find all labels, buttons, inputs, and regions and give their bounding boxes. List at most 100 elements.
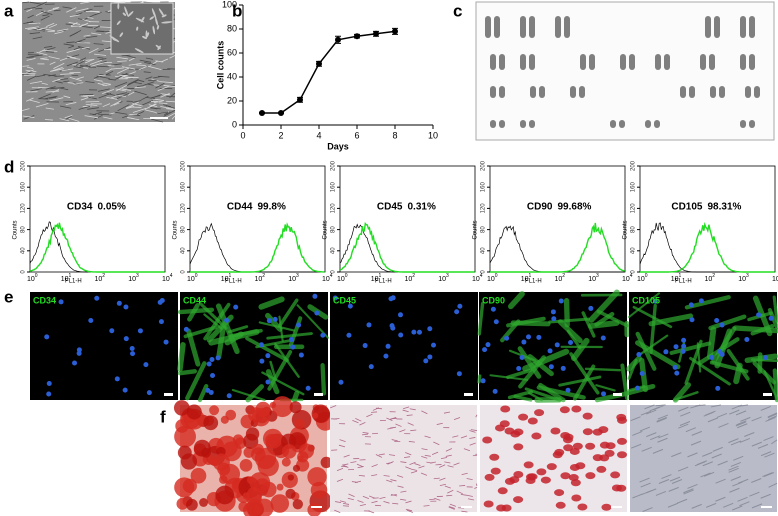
cell <box>707 417 719 423</box>
chromosome <box>485 16 491 38</box>
histogram-curve <box>339 223 475 273</box>
cell <box>383 500 390 504</box>
chromosome <box>579 86 585 98</box>
cell-filament <box>489 374 529 381</box>
cell <box>91 62 104 67</box>
cell <box>739 501 750 507</box>
x-tick-label: 102 <box>255 273 266 283</box>
nucleus <box>431 342 437 348</box>
cell <box>677 466 689 472</box>
tick-exponent: 0 <box>645 273 648 279</box>
cell <box>447 489 454 494</box>
nucleus <box>519 354 525 360</box>
cell <box>737 423 748 429</box>
cell <box>32 36 43 40</box>
cell-filament <box>744 353 778 364</box>
cell <box>716 412 728 418</box>
lipid-cell <box>611 484 622 492</box>
cell <box>390 479 397 482</box>
cell <box>125 104 134 109</box>
data-point <box>335 36 341 43</box>
nucleus <box>493 319 499 325</box>
tick-exponent: 2 <box>712 273 715 279</box>
nucleus <box>46 391 52 397</box>
cell <box>94 11 102 16</box>
cell <box>23 115 35 120</box>
cell <box>728 438 739 444</box>
stain-blob <box>257 454 279 477</box>
cell <box>723 502 734 508</box>
nucleus <box>362 343 368 349</box>
tick-base: 10 <box>61 276 69 283</box>
cell <box>138 79 145 83</box>
cell <box>165 108 176 111</box>
nucleus <box>58 299 64 305</box>
cell-filament <box>563 298 570 328</box>
cell <box>125 106 135 109</box>
cell <box>356 463 364 468</box>
cell <box>367 510 375 514</box>
nucleus <box>385 343 391 349</box>
cell <box>639 426 651 432</box>
cell <box>433 441 440 446</box>
nucleus <box>398 332 404 338</box>
cell <box>640 482 651 488</box>
histogram-curve <box>640 221 775 273</box>
cell <box>359 503 366 507</box>
scale-bar <box>311 506 322 508</box>
nucleus <box>709 354 715 360</box>
chromosome <box>530 86 536 98</box>
cell <box>389 426 397 429</box>
x-axis-label: FL1-H <box>225 279 242 285</box>
lipid-cell <box>527 417 538 425</box>
cell <box>630 443 642 449</box>
cell <box>657 437 668 443</box>
nucleus <box>550 309 556 315</box>
cell <box>35 7 43 10</box>
cell <box>109 112 116 115</box>
y-tick-label: 100 <box>222 0 237 9</box>
lipid-cell <box>555 501 566 509</box>
cell-filament <box>708 314 747 331</box>
tick-base: 10 <box>622 276 630 283</box>
cell <box>151 98 165 101</box>
cell <box>409 408 416 411</box>
cell <box>161 14 167 18</box>
histogram-frame <box>339 165 476 273</box>
nucleus <box>206 361 212 367</box>
cell <box>70 22 78 27</box>
histogram-curve <box>189 222 325 273</box>
stain-blob <box>285 488 296 499</box>
cell <box>160 105 174 110</box>
stain-blob <box>282 444 297 459</box>
nucleus <box>548 364 554 370</box>
nucleus <box>163 339 169 345</box>
nucleus <box>146 390 152 396</box>
tick-base: 10 <box>27 276 35 283</box>
cell <box>118 95 126 97</box>
cell <box>98 113 112 116</box>
cell <box>361 433 369 436</box>
nucleus <box>123 304 129 310</box>
cell-filament <box>672 382 692 403</box>
cell <box>445 448 453 452</box>
cell <box>26 57 36 61</box>
chromosome <box>629 54 635 70</box>
cell <box>358 474 365 477</box>
cell <box>143 71 151 73</box>
marker-name: CD90 <box>527 202 553 213</box>
cell <box>736 420 747 426</box>
cell <box>453 417 461 421</box>
tick-base: 10 <box>405 276 413 283</box>
cell-filament <box>572 364 596 401</box>
nucleus <box>368 364 374 370</box>
cell-filament <box>626 383 656 396</box>
tick-exponent: 3 <box>296 273 299 279</box>
nucleus <box>143 362 149 368</box>
nucleus <box>88 317 94 323</box>
cell <box>410 429 417 432</box>
cell-filament <box>203 302 231 341</box>
cell <box>169 92 176 98</box>
cell <box>658 433 669 439</box>
y-tick-label: 20 <box>227 95 237 105</box>
